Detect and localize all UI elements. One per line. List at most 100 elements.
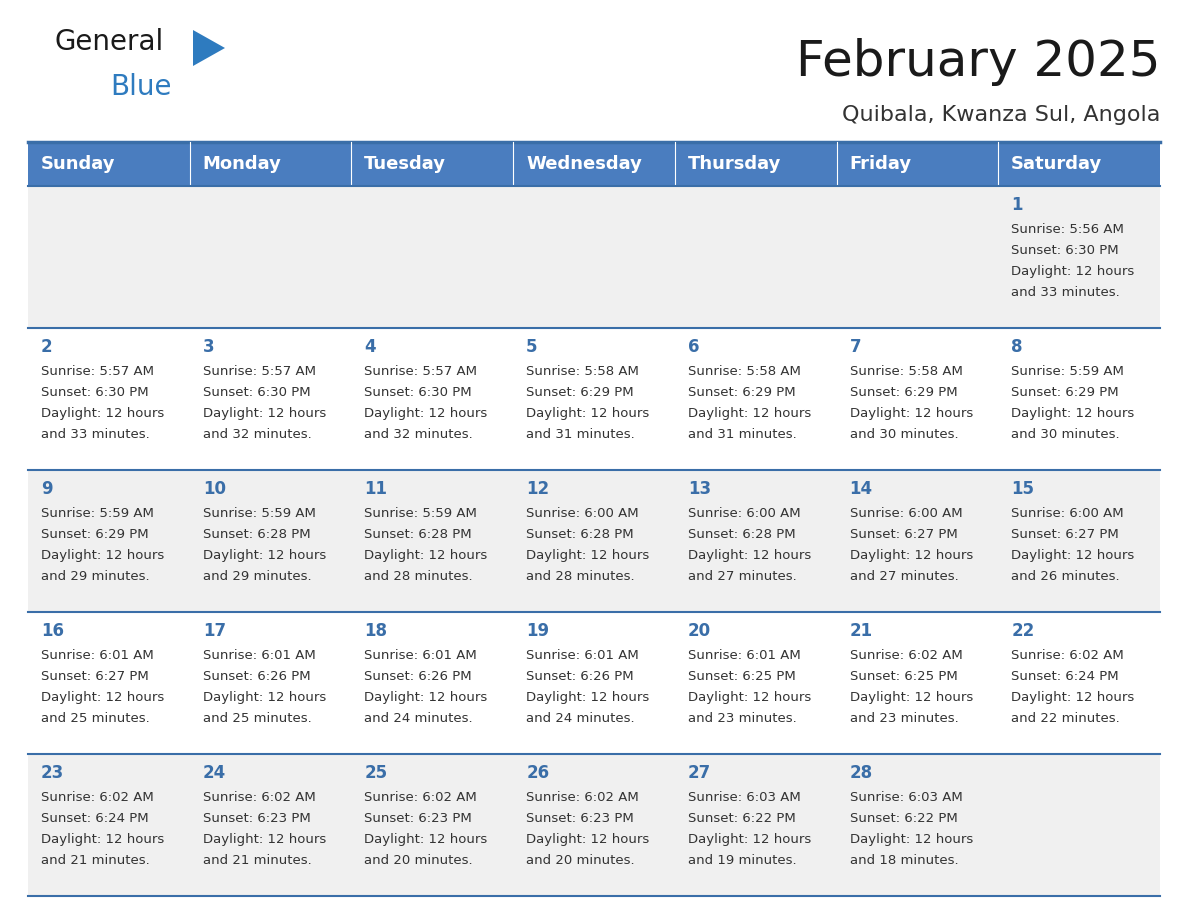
Text: Sunrise: 6:02 AM: Sunrise: 6:02 AM — [526, 791, 639, 804]
Text: 23: 23 — [42, 764, 64, 782]
Text: 22: 22 — [1011, 622, 1035, 640]
Text: Daylight: 12 hours: Daylight: 12 hours — [526, 549, 650, 562]
Text: Sunset: 6:26 PM: Sunset: 6:26 PM — [203, 670, 310, 683]
Text: 17: 17 — [203, 622, 226, 640]
Text: Sunrise: 5:57 AM: Sunrise: 5:57 AM — [365, 365, 478, 378]
Text: Sunset: 6:22 PM: Sunset: 6:22 PM — [688, 812, 796, 825]
Text: and 18 minutes.: and 18 minutes. — [849, 854, 959, 867]
Bar — [29, 142, 190, 186]
Text: 2: 2 — [42, 338, 52, 356]
Text: and 32 minutes.: and 32 minutes. — [203, 428, 311, 441]
Text: Quibala, Kwanza Sul, Angola: Quibala, Kwanza Sul, Angola — [841, 105, 1159, 125]
Text: and 28 minutes.: and 28 minutes. — [526, 570, 634, 583]
Text: and 29 minutes.: and 29 minutes. — [42, 570, 150, 583]
Bar — [675, 142, 836, 186]
Text: Daylight: 12 hours: Daylight: 12 hours — [42, 691, 164, 704]
Text: 3: 3 — [203, 338, 214, 356]
Text: Daylight: 12 hours: Daylight: 12 hours — [203, 833, 326, 846]
Text: Sunset: 6:23 PM: Sunset: 6:23 PM — [365, 812, 472, 825]
Text: 11: 11 — [365, 480, 387, 498]
Text: Daylight: 12 hours: Daylight: 12 hours — [1011, 549, 1135, 562]
Text: 10: 10 — [203, 480, 226, 498]
Text: Sunrise: 5:57 AM: Sunrise: 5:57 AM — [42, 365, 154, 378]
Bar — [29, 470, 1159, 612]
Text: and 30 minutes.: and 30 minutes. — [849, 428, 959, 441]
Text: 13: 13 — [688, 480, 710, 498]
Bar — [836, 142, 998, 186]
Text: Daylight: 12 hours: Daylight: 12 hours — [526, 691, 650, 704]
Text: Daylight: 12 hours: Daylight: 12 hours — [849, 407, 973, 420]
Text: Thursday: Thursday — [688, 155, 782, 173]
Text: Daylight: 12 hours: Daylight: 12 hours — [688, 407, 811, 420]
Text: Sunrise: 5:57 AM: Sunrise: 5:57 AM — [203, 365, 316, 378]
Text: Daylight: 12 hours: Daylight: 12 hours — [688, 549, 811, 562]
Text: Sunrise: 5:59 AM: Sunrise: 5:59 AM — [1011, 365, 1124, 378]
Text: Sunset: 6:22 PM: Sunset: 6:22 PM — [849, 812, 958, 825]
Text: Daylight: 12 hours: Daylight: 12 hours — [1011, 407, 1135, 420]
Text: Sunrise: 5:59 AM: Sunrise: 5:59 AM — [365, 507, 478, 520]
Text: Daylight: 12 hours: Daylight: 12 hours — [365, 691, 488, 704]
Text: Daylight: 12 hours: Daylight: 12 hours — [526, 407, 650, 420]
Text: Sunrise: 6:00 AM: Sunrise: 6:00 AM — [526, 507, 639, 520]
Text: Sunset: 6:24 PM: Sunset: 6:24 PM — [42, 812, 148, 825]
Text: and 25 minutes.: and 25 minutes. — [203, 712, 311, 725]
Bar — [998, 142, 1159, 186]
Text: Sunset: 6:26 PM: Sunset: 6:26 PM — [526, 670, 633, 683]
Bar — [352, 142, 513, 186]
Bar — [29, 328, 1159, 470]
Text: 26: 26 — [526, 764, 549, 782]
Text: and 20 minutes.: and 20 minutes. — [365, 854, 473, 867]
Text: Sunday: Sunday — [40, 155, 115, 173]
Text: Daylight: 12 hours: Daylight: 12 hours — [203, 549, 326, 562]
Text: Sunset: 6:23 PM: Sunset: 6:23 PM — [526, 812, 634, 825]
Text: and 32 minutes.: and 32 minutes. — [365, 428, 473, 441]
Text: Sunset: 6:29 PM: Sunset: 6:29 PM — [849, 386, 958, 399]
Text: Daylight: 12 hours: Daylight: 12 hours — [688, 691, 811, 704]
Text: Daylight: 12 hours: Daylight: 12 hours — [203, 691, 326, 704]
Text: Sunrise: 5:58 AM: Sunrise: 5:58 AM — [526, 365, 639, 378]
Text: 9: 9 — [42, 480, 52, 498]
Text: Sunrise: 6:03 AM: Sunrise: 6:03 AM — [849, 791, 962, 804]
Text: Sunset: 6:29 PM: Sunset: 6:29 PM — [1011, 386, 1119, 399]
Text: Daylight: 12 hours: Daylight: 12 hours — [849, 691, 973, 704]
Text: and 33 minutes.: and 33 minutes. — [42, 428, 150, 441]
Text: and 33 minutes.: and 33 minutes. — [1011, 286, 1120, 299]
Text: and 22 minutes.: and 22 minutes. — [1011, 712, 1120, 725]
Text: Sunrise: 6:02 AM: Sunrise: 6:02 AM — [1011, 649, 1124, 662]
Text: 1: 1 — [1011, 196, 1023, 214]
Text: Sunset: 6:28 PM: Sunset: 6:28 PM — [203, 528, 310, 541]
Text: Sunset: 6:29 PM: Sunset: 6:29 PM — [526, 386, 633, 399]
Text: 25: 25 — [365, 764, 387, 782]
Text: Daylight: 12 hours: Daylight: 12 hours — [1011, 265, 1135, 278]
Text: Sunset: 6:30 PM: Sunset: 6:30 PM — [203, 386, 310, 399]
Text: Tuesday: Tuesday — [365, 155, 447, 173]
Text: Daylight: 12 hours: Daylight: 12 hours — [365, 833, 488, 846]
Text: Sunset: 6:28 PM: Sunset: 6:28 PM — [688, 528, 796, 541]
Text: and 25 minutes.: and 25 minutes. — [42, 712, 150, 725]
Text: Daylight: 12 hours: Daylight: 12 hours — [203, 407, 326, 420]
Text: Sunrise: 6:03 AM: Sunrise: 6:03 AM — [688, 791, 801, 804]
Bar — [513, 142, 675, 186]
Text: and 28 minutes.: and 28 minutes. — [365, 570, 473, 583]
Text: Sunrise: 6:01 AM: Sunrise: 6:01 AM — [42, 649, 153, 662]
Bar — [29, 754, 1159, 896]
Text: 15: 15 — [1011, 480, 1035, 498]
Text: and 21 minutes.: and 21 minutes. — [203, 854, 311, 867]
Text: 28: 28 — [849, 764, 873, 782]
Text: 21: 21 — [849, 622, 873, 640]
Bar — [29, 612, 1159, 754]
Text: 6: 6 — [688, 338, 700, 356]
Text: Sunrise: 6:02 AM: Sunrise: 6:02 AM — [365, 791, 478, 804]
Text: 16: 16 — [42, 622, 64, 640]
Text: Wednesday: Wednesday — [526, 155, 642, 173]
Text: Sunset: 6:30 PM: Sunset: 6:30 PM — [365, 386, 472, 399]
Text: and 19 minutes.: and 19 minutes. — [688, 854, 796, 867]
Text: Daylight: 12 hours: Daylight: 12 hours — [688, 833, 811, 846]
Text: and 29 minutes.: and 29 minutes. — [203, 570, 311, 583]
Text: Sunrise: 6:00 AM: Sunrise: 6:00 AM — [1011, 507, 1124, 520]
Text: General: General — [55, 28, 164, 56]
Text: and 20 minutes.: and 20 minutes. — [526, 854, 634, 867]
Text: Sunset: 6:23 PM: Sunset: 6:23 PM — [203, 812, 310, 825]
Text: and 30 minutes.: and 30 minutes. — [1011, 428, 1120, 441]
Text: Sunset: 6:25 PM: Sunset: 6:25 PM — [849, 670, 958, 683]
